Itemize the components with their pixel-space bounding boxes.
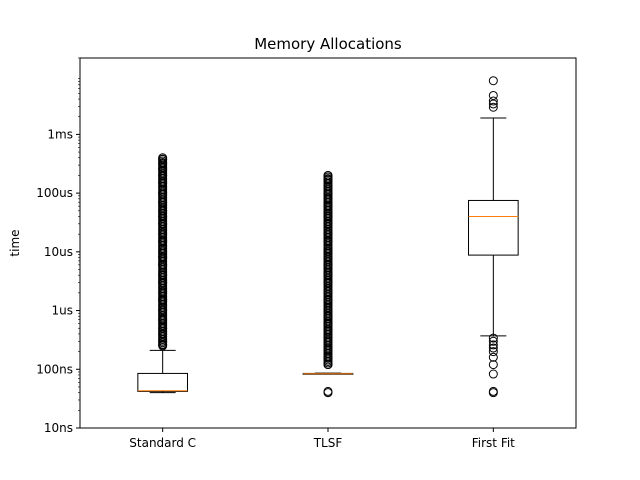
y-ticks: 10ns 100ns 1us 10us 100us 1ms xyxy=(36,57,80,435)
outlier-point xyxy=(323,278,333,288)
outlier-point xyxy=(488,369,498,379)
outlier-point xyxy=(488,336,498,346)
y-axis-label: time xyxy=(8,229,22,256)
outlier-point xyxy=(158,158,168,168)
outlier-point xyxy=(323,295,333,305)
outlier-point xyxy=(323,201,333,211)
outlier-point xyxy=(323,247,333,257)
outlier-point xyxy=(323,306,333,316)
outlier-point xyxy=(158,154,168,164)
outlier-point xyxy=(488,340,498,350)
outlier-point xyxy=(158,340,168,350)
plot-frame xyxy=(79,57,577,429)
outlier-point xyxy=(323,194,333,204)
outlier-point xyxy=(323,181,333,191)
outlier-point xyxy=(158,206,168,216)
y-tick-label: 10us xyxy=(44,245,73,259)
outlier-point xyxy=(323,386,333,396)
outlier-point xyxy=(323,253,333,263)
x-tick-label: First Fit xyxy=(472,436,515,450)
outlier-point xyxy=(488,386,498,396)
y-tick-label: 1us xyxy=(52,304,74,318)
box-iqr xyxy=(468,199,519,256)
outlier-point xyxy=(488,333,498,343)
outlier-point xyxy=(323,270,333,280)
x-tick-label: Standard C xyxy=(129,436,196,450)
outlier-point xyxy=(158,323,168,333)
outlier-point xyxy=(158,315,168,325)
outlier-point xyxy=(488,76,498,86)
box-plot-first-fit xyxy=(468,76,519,398)
outlier-point xyxy=(323,360,333,370)
outlier-point xyxy=(158,247,168,257)
box-plots xyxy=(137,76,519,398)
outlier-point xyxy=(488,102,498,112)
outlier-point xyxy=(488,96,498,106)
outlier-point xyxy=(158,211,168,221)
outlier-point xyxy=(158,329,168,339)
y-tick-label: 100ns xyxy=(36,362,73,376)
x-ticks: Standard C TLSF First Fit xyxy=(129,428,515,450)
outlier-point xyxy=(158,188,168,198)
outlier-point xyxy=(158,270,168,280)
outlier-point xyxy=(158,295,168,305)
outlier-point xyxy=(158,260,168,270)
outlier-point xyxy=(323,236,333,246)
outlier-point xyxy=(488,352,498,362)
x-tick-label: TLSF xyxy=(313,436,343,450)
outlier-point xyxy=(323,170,333,180)
outlier-point xyxy=(323,319,333,329)
y-tick-label: 10ns xyxy=(44,421,73,435)
outlier-point xyxy=(488,343,498,353)
outlier-point xyxy=(158,336,168,346)
outlier-point xyxy=(158,197,168,207)
outlier-point xyxy=(158,170,168,180)
outlier-point xyxy=(158,236,168,246)
outlier-point xyxy=(323,311,333,321)
y-tick-label: 1ms xyxy=(47,127,73,141)
outlier-point xyxy=(323,260,333,270)
box-iqr xyxy=(137,372,188,392)
outlier-point xyxy=(323,336,333,346)
outlier-point xyxy=(488,90,498,100)
outlier-point xyxy=(323,326,333,336)
box-plot-tlsf xyxy=(302,170,354,398)
outlier-point xyxy=(323,211,333,221)
outlier-point xyxy=(158,306,168,316)
outlier-point xyxy=(323,219,333,229)
outlier-point xyxy=(158,229,168,239)
y-tick-label: 100us xyxy=(36,186,73,200)
outlier-point xyxy=(323,175,333,185)
outlier-point xyxy=(488,347,498,357)
outlier-point xyxy=(323,229,333,239)
chart-title: Memory Allocations xyxy=(254,35,402,53)
outlier-point xyxy=(158,178,168,188)
outlier-point xyxy=(158,278,168,288)
outlier-point xyxy=(488,360,498,370)
outlier-point xyxy=(158,288,168,298)
outlier-point xyxy=(158,219,168,229)
box-plot-standard-c xyxy=(137,153,188,394)
outlier-point xyxy=(158,253,168,263)
outlier-point xyxy=(158,164,168,174)
outlier-point xyxy=(323,288,333,298)
outlier-point xyxy=(323,188,333,198)
